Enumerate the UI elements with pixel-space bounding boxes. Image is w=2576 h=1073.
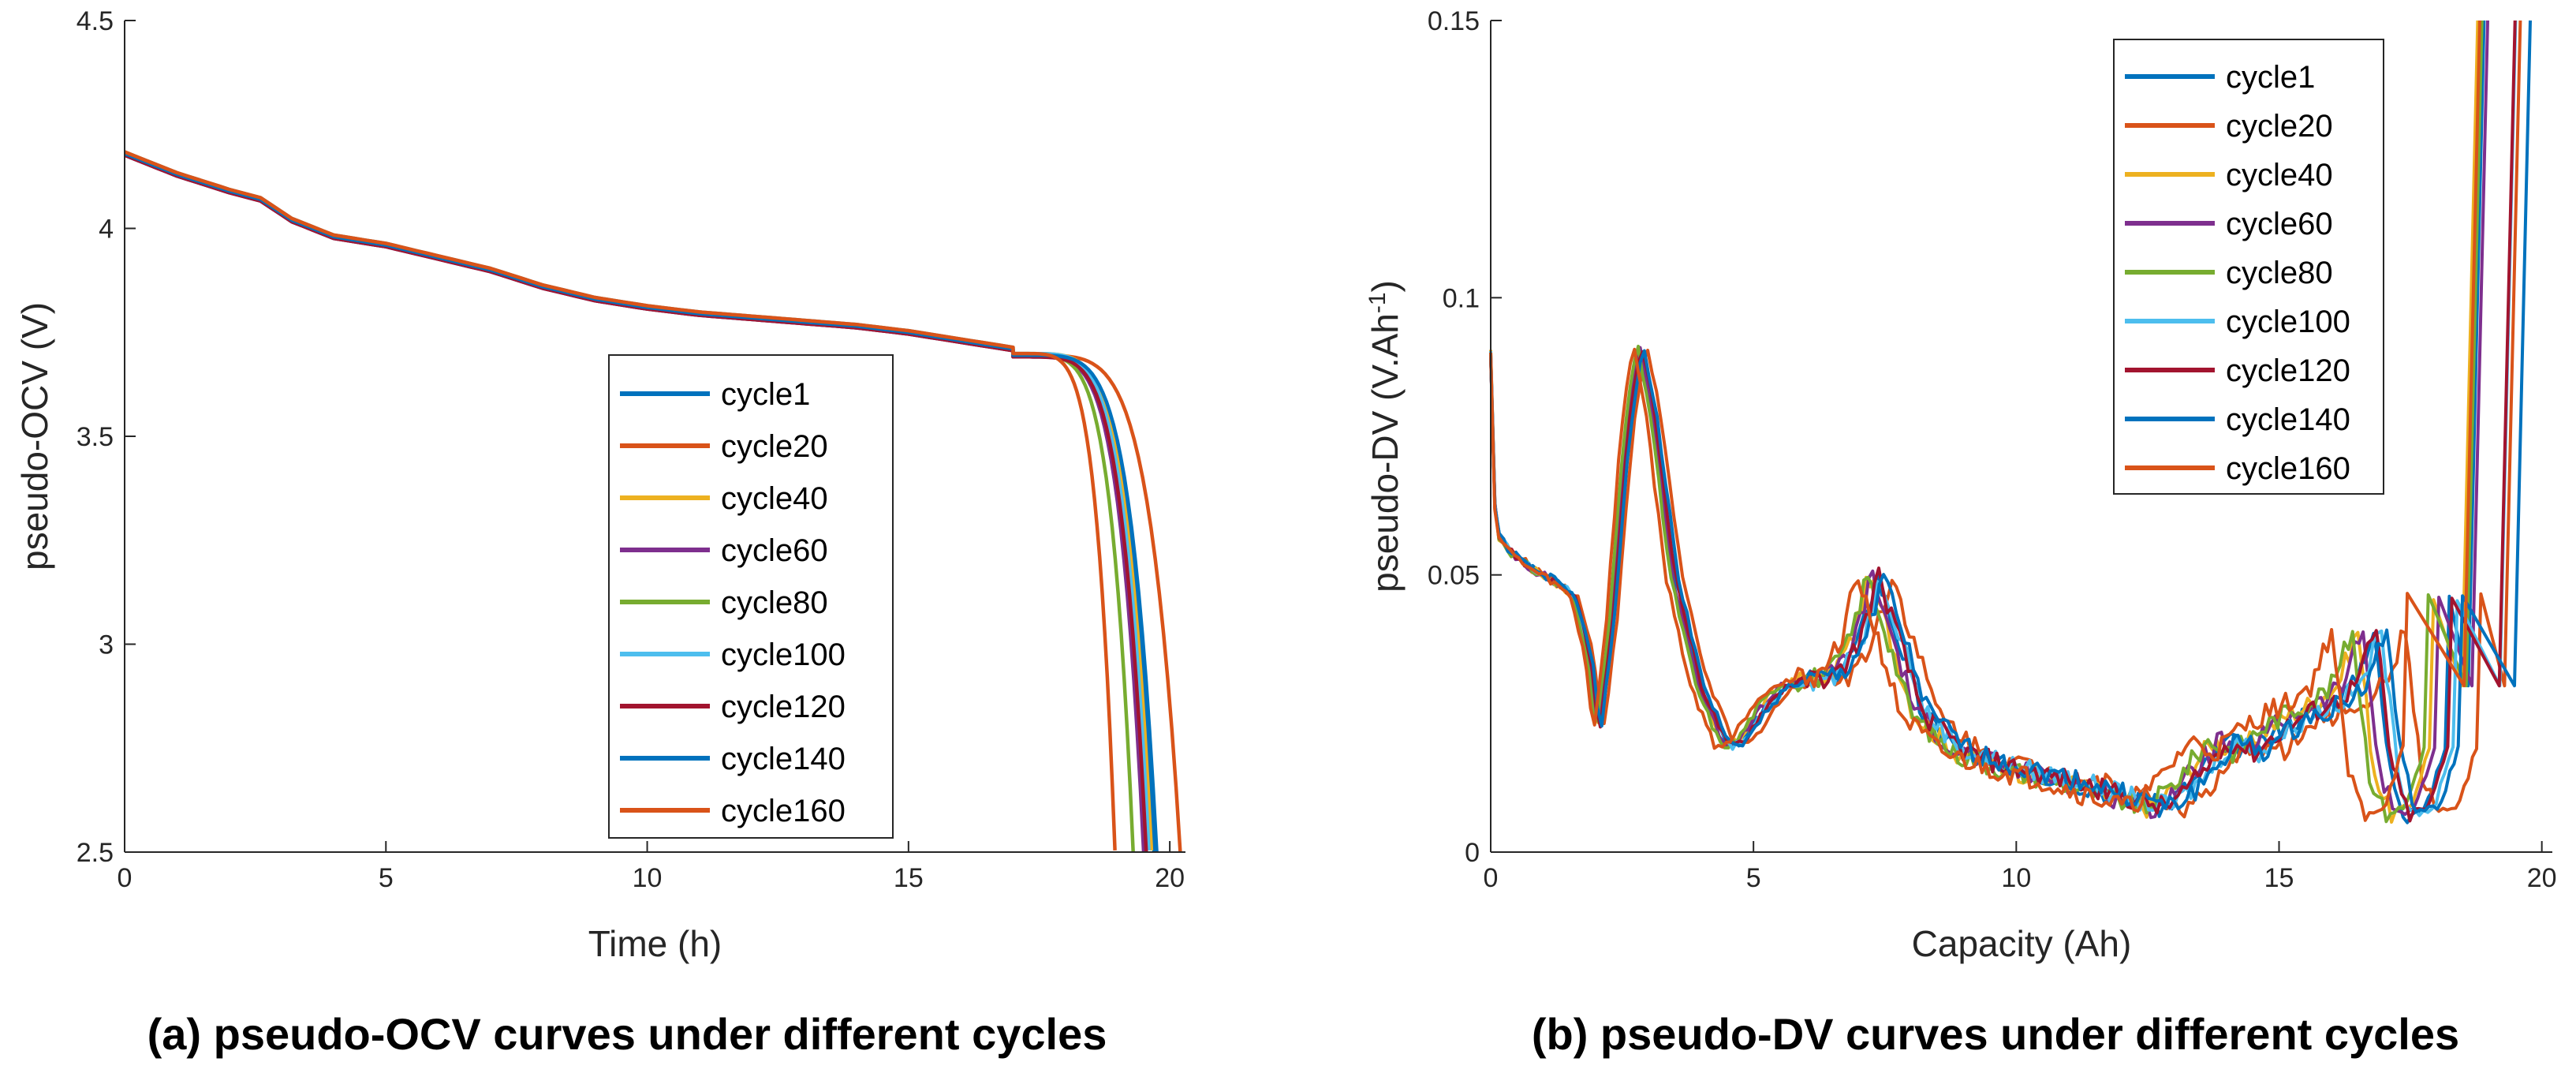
ocv-legend-label: cycle1 xyxy=(721,377,810,412)
ocv-y-tick-label: 4.5 xyxy=(77,6,114,36)
ocv-legend-label: cycle140 xyxy=(721,742,846,776)
dv-legend-label: cycle140 xyxy=(2226,402,2350,437)
ocv-y-tick-label: 3.5 xyxy=(77,422,114,452)
ocv-legend-label: cycle100 xyxy=(721,637,846,672)
dv-caption: (b) pseudo-DV curves under different cyc… xyxy=(1532,1009,2459,1059)
dv-x-tick-label: 15 xyxy=(2264,863,2294,893)
ocv-legend: cycle1 cycle20 cycle40 cycle60 cycle80 cycle1… xyxy=(608,354,894,839)
ocv-legend-label: cycle80 xyxy=(721,585,828,620)
dv-x-axis-label: Capacity (Ah) xyxy=(1912,923,2132,964)
ocv-caption: (a) pseudo-OCV curves under different cy… xyxy=(147,1009,1107,1059)
ocv-legend-label: cycle160 xyxy=(721,794,846,828)
dv-legend-label: cycle80 xyxy=(2226,256,2333,290)
ocv-chart: 0 5 10 15 20 2.5 3 3.5 4 4.5 Time (h) pseudo-OCV … xyxy=(14,6,1185,1059)
dv-legend: cycle1 cycle20 cycle40 cycle60 cycle80 cycle1… xyxy=(2113,39,2384,495)
ocv-x-tick-label: 0 xyxy=(118,863,133,893)
dv-axes: 0 5 10 15 20 0 0.05 0.1 0.15 xyxy=(1428,6,2557,893)
dv-y-axis-label-main: pseudo-DV (V.Ah xyxy=(1365,313,1406,593)
dv-y-tick-label: 0.15 xyxy=(1428,6,1480,36)
dv-legend-label: cycle60 xyxy=(2226,207,2333,241)
dv-y-tick-label: 0.1 xyxy=(1443,283,1480,313)
ocv-legend-label: cycle40 xyxy=(721,481,828,516)
dv-y-tick-label: 0 xyxy=(1465,838,1480,868)
dv-x-tick-label: 5 xyxy=(1746,863,1761,893)
ocv-axes: 0 5 10 15 20 2.5 3 3.5 4 4.5 xyxy=(77,6,1185,893)
dv-series-line xyxy=(1489,20,2481,822)
ocv-y-tick-label: 4 xyxy=(99,215,114,245)
dv-legend-label: cycle40 xyxy=(2226,158,2333,193)
dv-x-tick-label: 10 xyxy=(2001,863,2031,893)
dv-y-tick-label: 0.05 xyxy=(1428,561,1480,591)
ocv-y-tick-label: 3 xyxy=(99,630,114,660)
dv-legend-label: cycle1 xyxy=(2226,60,2315,95)
ocv-x-tick-label: 10 xyxy=(633,863,663,893)
dv-legend-label: cycle160 xyxy=(2226,451,2350,486)
ocv-legend-label: cycle20 xyxy=(721,429,828,464)
ocv-legend-label: cycle120 xyxy=(721,690,846,724)
ocv-x-tick-label: 20 xyxy=(1155,863,1185,893)
ocv-x-tick-label: 5 xyxy=(379,863,394,893)
dv-chart: 0 5 10 15 20 0 0.05 0.1 0.15 Capacity (Ah) pseud… xyxy=(1365,6,2557,1059)
ocv-y-axis-label: pseudo-OCV (V) xyxy=(14,302,55,570)
dv-x-tick-label: 20 xyxy=(2527,863,2557,893)
dv-legend-label: cycle120 xyxy=(2226,353,2350,388)
ocv-x-tick-label: 15 xyxy=(894,863,924,893)
ocv-y-tick-label: 2.5 xyxy=(77,838,114,868)
ocv-legend-label: cycle60 xyxy=(721,533,828,568)
dv-legend-label: cycle100 xyxy=(2226,305,2350,339)
ocv-series-line xyxy=(124,150,1117,851)
dv-x-tick-label: 0 xyxy=(1484,863,1499,893)
dv-series-line xyxy=(1489,20,2484,824)
dv-y-axis-label-end: ) xyxy=(1365,280,1406,292)
ocv-x-axis-label: Time (h) xyxy=(588,923,722,964)
dv-legend-label: cycle20 xyxy=(2226,109,2333,144)
dv-y-axis-label-sup: -1 xyxy=(1365,292,1391,313)
dv-series-lines xyxy=(1489,20,2532,824)
ocv-series-lines xyxy=(124,150,1182,853)
dv-y-axis-label: pseudo-DV (V.Ah-1) xyxy=(1365,280,1406,593)
